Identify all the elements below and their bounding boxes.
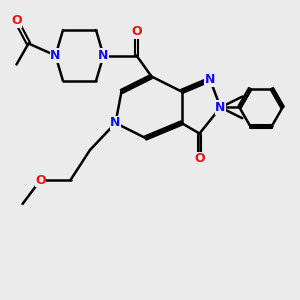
Text: N: N [98, 49, 109, 62]
Text: O: O [11, 14, 22, 28]
Text: N: N [110, 116, 121, 130]
Text: O: O [131, 25, 142, 38]
Text: O: O [35, 173, 46, 187]
Text: N: N [215, 101, 226, 114]
Text: N: N [205, 73, 215, 86]
Text: O: O [194, 152, 205, 166]
Text: N: N [50, 49, 61, 62]
